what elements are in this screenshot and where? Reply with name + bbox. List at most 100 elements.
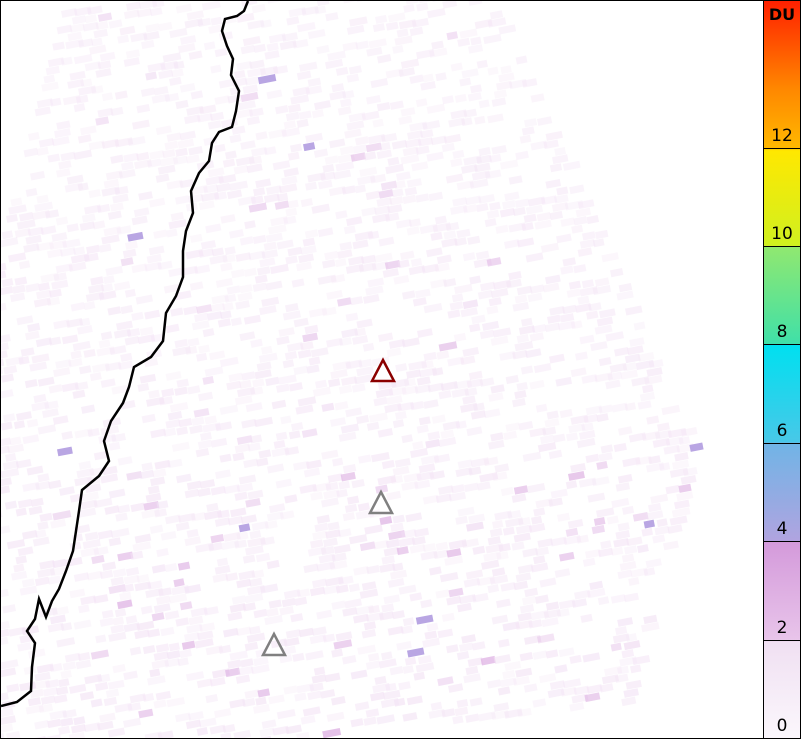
so2-pixel [573,216,588,226]
so2-pixel [465,665,479,676]
so2-pixel [611,546,624,556]
so2-pixel [194,312,209,323]
so2-pixel [9,436,22,446]
so2-pixel [22,434,40,445]
so2-pixel [435,493,452,504]
so2-pixel [496,551,509,561]
so2-pixel [522,547,539,558]
so2-pixel [108,679,125,690]
so2-pixel [187,711,204,721]
so2-pixel [211,247,225,257]
so2-pixel [35,480,51,491]
so2-pixel [111,384,131,395]
so2-pixel [618,283,633,293]
so2-pixel [481,559,500,570]
so2-pixel [531,324,547,334]
so2-pixel [251,664,270,675]
so2-pixel [411,161,429,172]
so2-pixel [163,283,181,294]
so2-pixel [263,241,277,251]
colorbar-tick-label: 12 [771,125,793,146]
so2-pixel [556,608,570,618]
so2-pixel [83,348,96,358]
so2-pixel [260,19,272,29]
so2-pixel [365,142,382,153]
so2-pixel [1,477,13,487]
so2-pixel [49,614,67,625]
colorbar-unit: DU [768,5,796,24]
so2-pixel [402,712,418,722]
so2-pixel [270,263,289,275]
so2-pixel [210,16,223,26]
so2-pixel [334,401,349,411]
so2-pixel [131,311,144,321]
so2-pixel [204,415,218,425]
so2-pixel [1,707,14,718]
so2-pixel [197,17,212,28]
so2-pixel [15,555,28,565]
so2-pixel [348,255,365,266]
so2-pixel [617,473,633,484]
so2-pixel [335,584,349,594]
so2-pixel [468,44,484,54]
so2-pixel [80,78,93,88]
so2-pixel [639,391,656,402]
so2-pixel [188,145,203,156]
colorbar-tick [764,246,800,247]
so2-pixel [321,449,339,460]
so2-pixel [38,282,50,292]
so2-pixel [236,578,252,589]
so2-pixel [674,452,689,462]
so2-pixel [327,50,347,61]
so2-pixel [515,55,528,65]
so2-pixel [533,363,552,374]
so2-pixel [410,400,425,411]
so2-pixel [47,718,62,729]
so2-pixel [398,537,416,547]
so2-pixel [389,665,404,676]
so2-pixel [302,332,319,343]
so2-pixel [586,310,599,320]
so2-pixel [180,35,197,45]
so2-pixel [316,1,330,7]
so2-pixel [309,634,327,645]
so2-pixel [137,382,150,392]
so2-pixel [185,719,202,730]
so2-pixel [104,505,120,515]
so2-pixel [625,679,642,690]
so2-pixel [136,8,152,18]
so2-pixel [460,307,478,318]
so2-pixel [297,349,312,359]
so2-pixel [229,650,249,661]
so2-pixel [386,490,402,501]
so2-pixel [191,416,205,426]
so2-pixel [18,260,31,270]
so2-pixel [170,211,184,222]
so2-pixel [361,110,380,121]
so2-pixel [418,416,431,426]
so2-pixel [1,285,14,296]
so2-pixel [357,174,376,186]
so2-pixel [147,485,160,495]
so2-pixel [252,234,267,245]
so2-pixel [545,179,562,189]
so2-pixel [311,109,324,119]
so2-pixel [406,695,423,706]
so2-pixel [385,538,400,549]
so2-pixel [654,525,670,536]
so2-pixel [75,94,89,104]
so2-pixel [238,474,257,485]
so2-pixel [579,239,596,249]
so2-pixel [569,654,582,664]
so2-pixel [550,488,568,499]
so2-pixel [305,85,323,96]
so2-pixel [456,651,470,661]
so2-pixel [25,704,45,715]
so2-pixel [27,697,42,707]
so2-pixel [467,657,484,667]
so2-pixel [461,164,478,174]
so2-pixel [90,698,103,708]
so2-pixel [34,576,50,587]
so2-pixel [1,358,5,368]
so2-pixel [91,37,103,47]
